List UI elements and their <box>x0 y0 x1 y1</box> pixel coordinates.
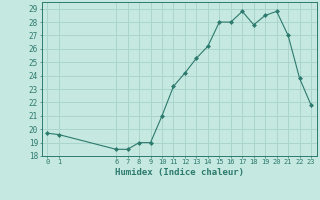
X-axis label: Humidex (Indice chaleur): Humidex (Indice chaleur) <box>115 168 244 177</box>
